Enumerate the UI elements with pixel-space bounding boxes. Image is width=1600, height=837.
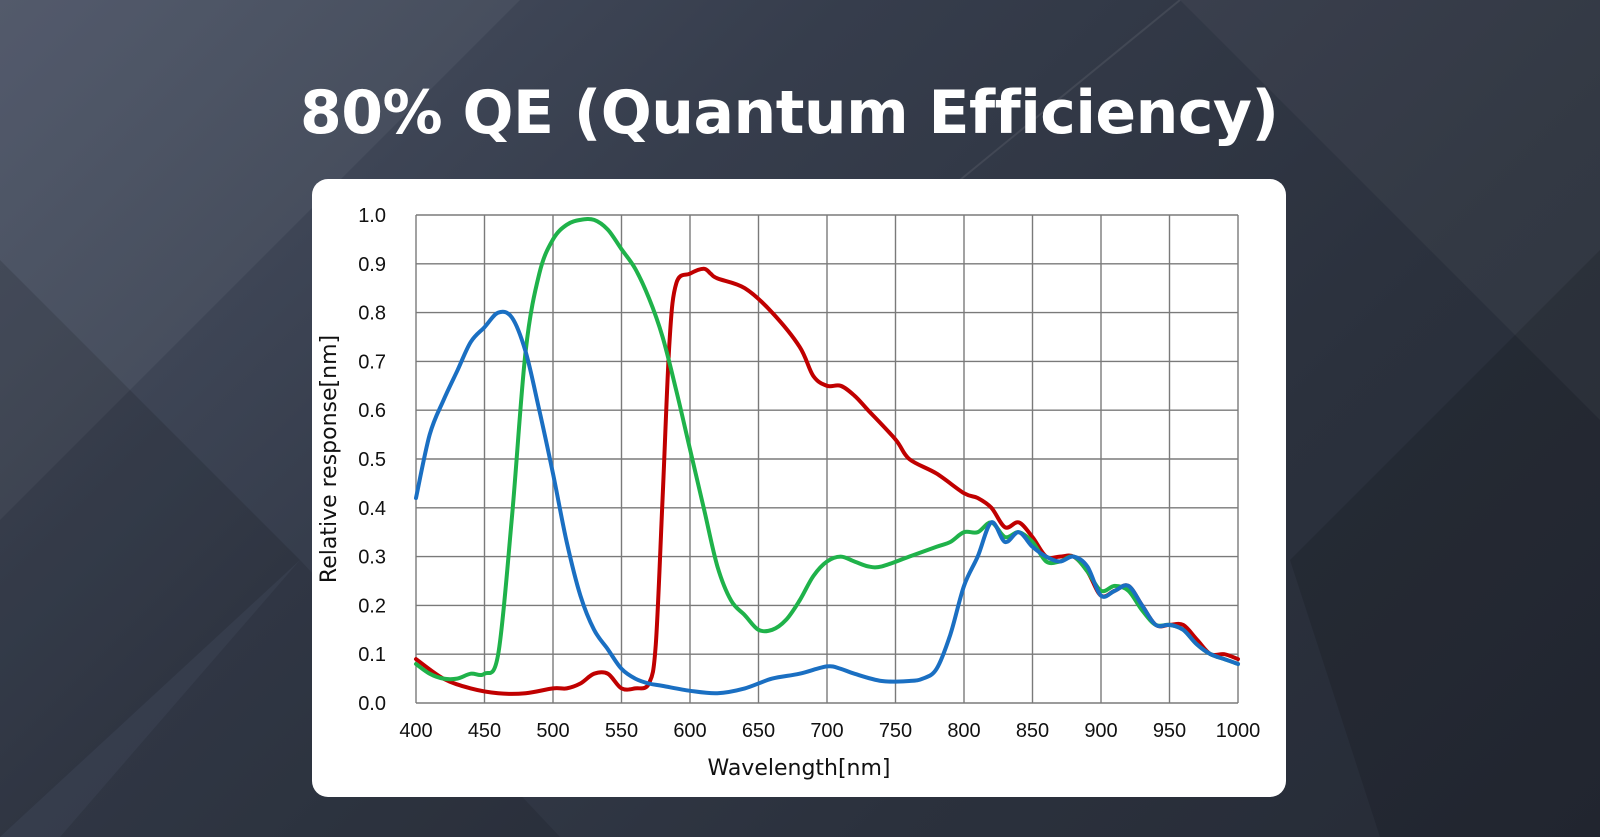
y-tick-label: 0.5 bbox=[358, 449, 386, 471]
page-title: 80% QE (Quantum Efficiency) bbox=[300, 78, 1279, 148]
x-tick-label: 550 bbox=[605, 720, 638, 742]
y-tick-label: 1.0 bbox=[358, 205, 386, 227]
chart-card: 400 450 500 550 600 650 700 750 800 850 900 950 1000… bbox=[312, 179, 1286, 797]
y-tick-label: 0.9 bbox=[358, 254, 386, 276]
y-tick-label: 0.1 bbox=[358, 644, 386, 666]
y-tick-label: 0.6 bbox=[358, 400, 386, 422]
x-axis-label: Wavelength[nm] bbox=[707, 756, 890, 781]
series-line-green bbox=[414, 216, 1240, 682]
x-tick-label: 400 bbox=[399, 720, 432, 742]
x-tick-label: 900 bbox=[1084, 720, 1117, 742]
y-tick-label: 0.4 bbox=[358, 498, 386, 520]
series-line-blue bbox=[414, 309, 1240, 696]
chart-ticks-layer: 400 450 500 550 600 650 700 750 800 850 900 950 1000… bbox=[358, 205, 1260, 742]
x-tick-label: 850 bbox=[1016, 720, 1049, 742]
y-tick-label: 0.0 bbox=[358, 693, 386, 715]
y-tick-label: 0.8 bbox=[358, 303, 386, 325]
y-tick-label: 0.2 bbox=[358, 595, 386, 617]
x-tick-label: 500 bbox=[536, 720, 569, 742]
y-tick-label: 0.3 bbox=[358, 547, 386, 569]
chart-grid bbox=[415, 214, 1239, 704]
x-tick-label: 700 bbox=[810, 720, 843, 742]
x-tick-label: 450 bbox=[468, 720, 501, 742]
chart-series-layer bbox=[414, 216, 1240, 696]
qe-chart: 400 450 500 550 600 650 700 750 800 850 900 950 1000… bbox=[317, 205, 1260, 781]
y-axis-label: Relative response[nm] bbox=[317, 335, 342, 583]
x-tick-label: 800 bbox=[947, 720, 980, 742]
x-tick-label: 750 bbox=[879, 720, 912, 742]
y-tick-label: 0.7 bbox=[358, 351, 386, 373]
x-tick-label: 650 bbox=[742, 720, 775, 742]
x-tick-label: 950 bbox=[1153, 720, 1186, 742]
x-tick-label: 1000 bbox=[1216, 720, 1261, 742]
x-tick-label: 600 bbox=[673, 720, 706, 742]
